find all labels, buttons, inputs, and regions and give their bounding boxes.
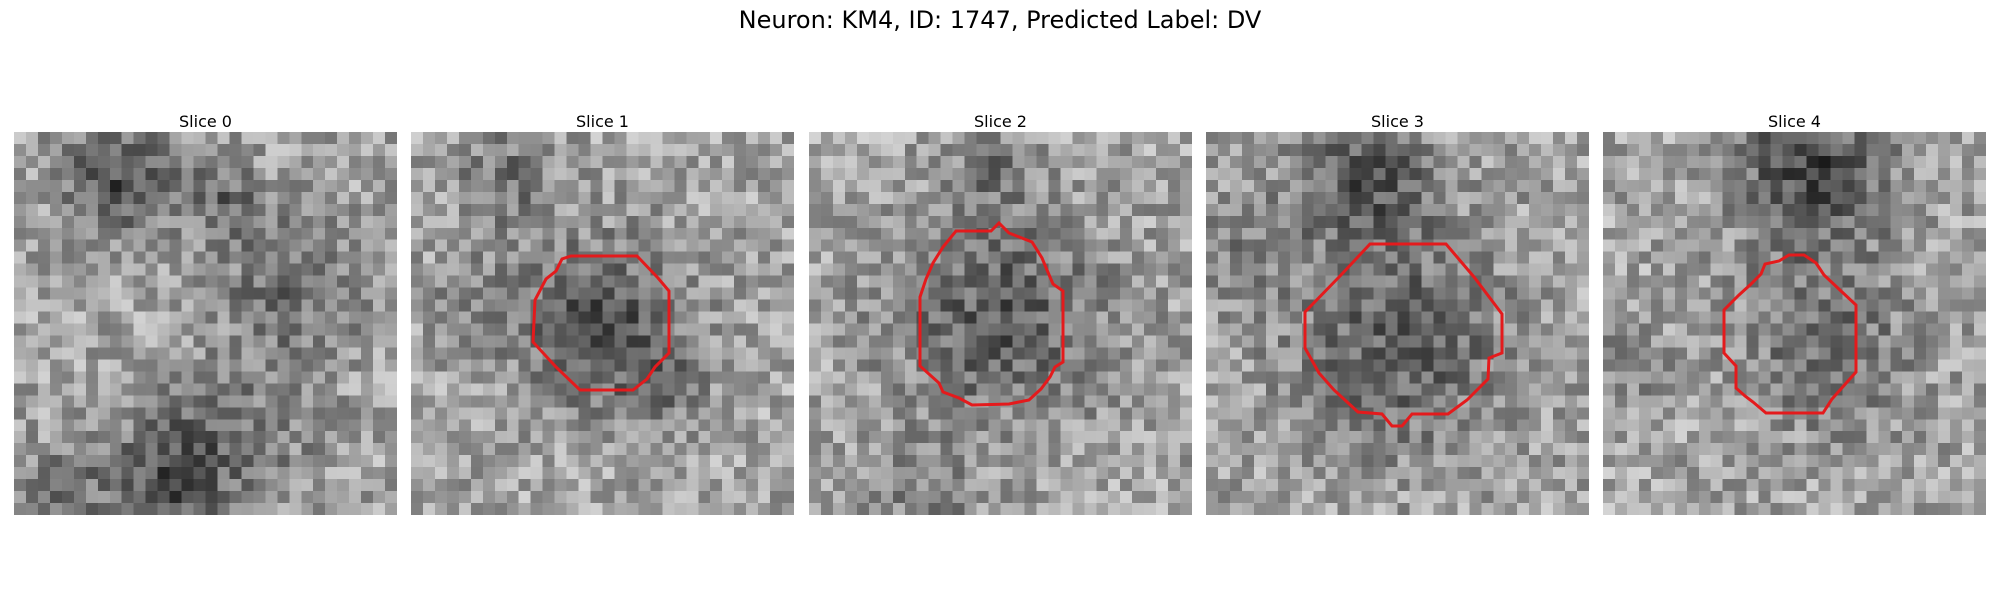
slice-image (1206, 132, 1589, 515)
slice-image (1603, 132, 1986, 515)
slice-panel-4: Slice 4 (1603, 112, 1986, 515)
grayscale-patch (14, 132, 397, 515)
slice-image (809, 132, 1192, 515)
figure-title: Neuron: KM4, ID: 1747, Predicted Label: … (0, 6, 2000, 34)
roi-contour (1206, 132, 1589, 515)
slice-title: Slice 3 (1206, 112, 1589, 132)
slice-panel-3: Slice 3 (1206, 112, 1589, 515)
roi-contour (809, 132, 1192, 515)
slice-panel-1: Slice 1 (411, 112, 794, 515)
roi-contour (411, 132, 794, 515)
slice-title: Slice 4 (1603, 112, 1986, 132)
slice-panel-0: Slice 0 (14, 112, 397, 515)
slice-image (14, 132, 397, 515)
slice-panel-2: Slice 2 (809, 112, 1192, 515)
slice-image (411, 132, 794, 515)
roi-contour (1603, 132, 1986, 515)
slice-title: Slice 2 (809, 112, 1192, 132)
slice-title: Slice 0 (14, 112, 397, 132)
slice-title: Slice 1 (411, 112, 794, 132)
